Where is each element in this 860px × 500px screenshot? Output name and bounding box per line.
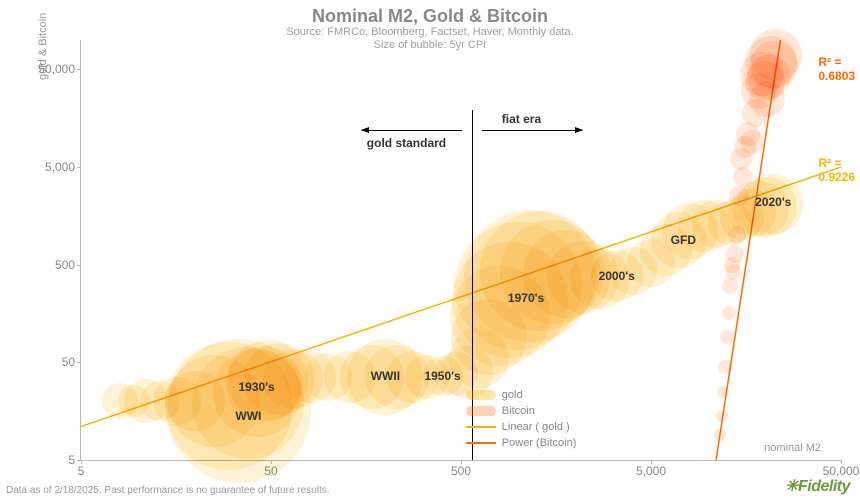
r2-gold-label: R² = 0.9226 (818, 156, 855, 184)
legend-swatch (466, 426, 496, 428)
era-label-left: gold standard (367, 136, 446, 150)
y-tick-label: 50,000 (38, 62, 75, 76)
bitcoin-bubble (729, 186, 749, 206)
x-tick-label: 5,000 (636, 464, 666, 478)
bitcoin-bubble (720, 330, 734, 344)
x-tick-mark (81, 460, 82, 464)
chart-annotation: 2020's (755, 195, 791, 209)
x-axis-label: nominal M2 (764, 442, 821, 454)
legend-label: Linear ( gold ) (502, 421, 570, 433)
bitcoin-bubble (714, 429, 726, 441)
chart-annotation: 1930's (238, 380, 274, 394)
brand-text: Fidelity (798, 478, 850, 495)
legend-swatch (466, 390, 496, 400)
r2-bitcoin-label: R² = 0.6803 (818, 55, 855, 83)
chart-annotation: WWI (235, 409, 261, 423)
bitcoin-bubble (726, 264, 742, 280)
legend-item: Bitcoin (466, 403, 577, 419)
x-tick-label: 5 (78, 464, 85, 478)
y-tick-label: 500 (55, 258, 75, 272)
x-tick-mark (461, 460, 462, 464)
subtitle-line1: Source: FMRCo, Bloomberg, Factset, Haver… (286, 26, 573, 38)
legend: gold Bitcoin Linear ( gold ) Power (Bitcoin… (466, 387, 577, 451)
bitcoin-bubble (728, 226, 746, 244)
chart-annotation: 1950's (424, 369, 460, 383)
brand-logo: ✳Fidelity (785, 476, 850, 496)
chart-annotation: GFD (671, 233, 696, 247)
legend-label: Power (Bitcoin) (502, 437, 577, 449)
chart-annotation: 1970's (508, 291, 544, 305)
brand-icon: ✳ (785, 478, 798, 495)
x-tick-mark (841, 460, 842, 464)
chart-container: Nominal M2, Gold & Bitcoin Source: FMRCo… (0, 0, 860, 500)
legend-item: Linear ( gold ) (466, 419, 577, 435)
y-tick-label: 5 (68, 453, 75, 467)
bitcoin-bubble (716, 410, 728, 422)
y-tick-label: 5,000 (45, 160, 75, 174)
chart-annotation: WWII (371, 369, 400, 383)
era-arrow-right (482, 130, 582, 131)
bitcoin-bubble (740, 130, 764, 154)
bitcoin-bubble (722, 278, 738, 294)
y-tick-mark (77, 362, 81, 363)
y-tick-mark (77, 265, 81, 266)
era-arrow-left (362, 130, 462, 131)
legend-item: Power (Bitcoin) (466, 435, 577, 451)
bitcoin-bubble (733, 167, 753, 187)
era-label-right: fiat era (502, 112, 541, 126)
y-tick-label: 50 (62, 355, 75, 369)
legend-swatch (466, 442, 496, 444)
bitcoin-bubble (750, 29, 802, 81)
legend-swatch (466, 406, 496, 416)
bitcoin-bubble (726, 245, 744, 263)
legend-label: gold (502, 389, 523, 401)
chart-annotation: 2000's (599, 269, 635, 283)
y-tick-mark (77, 69, 81, 70)
plot-area: gold & Bitcoin nominal M2 5505005,00050,… (80, 40, 841, 461)
x-tick-label: 500 (451, 464, 471, 478)
y-tick-mark (77, 167, 81, 168)
legend-item: gold (466, 387, 577, 403)
footer-disclaimer: Data as of 2/18/2025. Past performance i… (6, 485, 330, 496)
legend-label: Bitcoin (502, 405, 535, 417)
bitcoin-bubble (717, 386, 729, 398)
bitcoin-bubble (718, 360, 732, 374)
chart-title: Nominal M2, Gold & Bitcoin (0, 6, 860, 27)
bitcoin-bubble (722, 306, 736, 320)
x-tick-mark (651, 460, 652, 464)
